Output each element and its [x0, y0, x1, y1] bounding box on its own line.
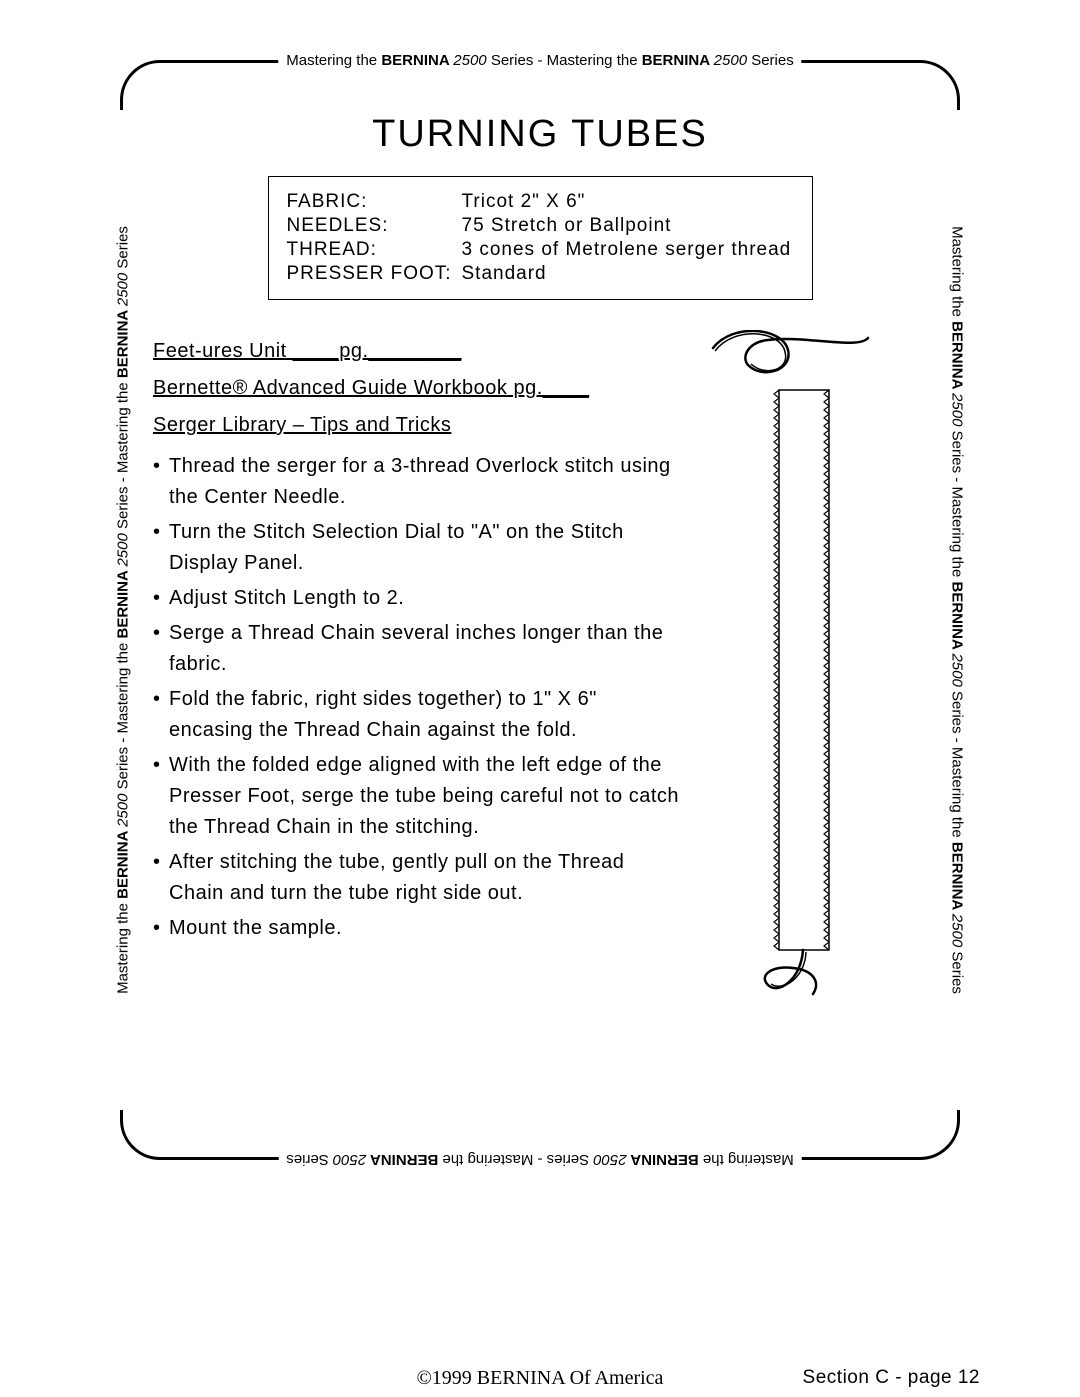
- info-label: THREAD:: [287, 239, 462, 261]
- info-value: 3 cones of Metrolene serger thread: [462, 239, 792, 261]
- bullet-text: Turn the Stitch Selection Dial to "A" on…: [167, 517, 683, 579]
- info-label: PRESSER FOOT:: [287, 263, 462, 285]
- bullet-item: •After stitching the tube, gently pull o…: [153, 847, 683, 909]
- copyright-text: ©1999 BERNINA Of America: [417, 1367, 664, 1390]
- page-title: TURNING TUBES: [153, 113, 927, 156]
- info-value: Tricot 2" X 6": [462, 191, 586, 213]
- materials-info-box: FABRIC:Tricot 2" X 6"NEEDLES:75 Stretch …: [268, 176, 813, 300]
- info-row: THREAD:3 cones of Metrolene serger threa…: [287, 239, 794, 261]
- bullet-marker: •: [153, 618, 167, 680]
- section-page-text: Section C - page 12: [803, 1367, 980, 1389]
- info-label: FABRIC:: [287, 191, 462, 213]
- bullet-text: Mount the sample.: [167, 913, 683, 944]
- bullet-text: Thread the serger for a 3-thread Overloc…: [167, 451, 683, 513]
- bullet-marker: •: [153, 583, 167, 614]
- bullet-item: •Fold the fabric, right sides together) …: [153, 684, 683, 746]
- bullet-text: After stitching the tube, gently pull on…: [167, 847, 683, 909]
- tube-illustration: [693, 330, 873, 1030]
- bullet-marker: •: [153, 451, 167, 513]
- bullet-item: •With the folded edge aligned with the l…: [153, 750, 683, 843]
- page-border-frame: Mastering the BERNINA 2500 Series - Mast…: [120, 60, 960, 1160]
- bullet-marker: •: [153, 847, 167, 909]
- info-value: 75 Stretch or Ballpoint: [462, 215, 672, 237]
- info-row: PRESSER FOOT:Standard: [287, 263, 794, 285]
- info-label: NEEDLES:: [287, 215, 462, 237]
- bullet-item: •Serge a Thread Chain several inches lon…: [153, 618, 683, 680]
- bullet-text: Fold the fabric, right sides together) t…: [167, 684, 683, 746]
- border-text-bottom: Mastering the BERNINA 2500 Series - Mast…: [278, 1151, 801, 1168]
- border-text-left: Mastering the BERNINA 2500 Series - Mast…: [115, 110, 132, 1110]
- bullet-marker: •: [153, 913, 167, 944]
- bullet-item: •Thread the serger for a 3-thread Overlo…: [153, 451, 683, 513]
- reference-line: Serger Library – Tips and Tricks: [153, 409, 683, 441]
- bullet-item: •Mount the sample.: [153, 913, 683, 944]
- bullet-marker: •: [153, 684, 167, 746]
- page-content: TURNING TUBES FABRIC:Tricot 2" X 6"NEEDL…: [123, 63, 957, 1055]
- reference-line: Feet-ures Unit ____pg.________: [153, 335, 683, 367]
- bullet-marker: •: [153, 517, 167, 579]
- references: Feet-ures Unit ____pg.________ Bernette® …: [153, 335, 683, 441]
- bullet-item: •Turn the Stitch Selection Dial to "A" o…: [153, 517, 683, 579]
- bullet-text: With the folded edge aligned with the le…: [167, 750, 683, 843]
- main-row: Feet-ures Unit ____pg.________ Bernette® …: [153, 330, 927, 1035]
- bullet-text: Adjust Stitch Length to 2.: [167, 583, 683, 614]
- info-value: Standard: [462, 263, 547, 285]
- info-row: FABRIC:Tricot 2" X 6": [287, 191, 794, 213]
- text-column: Feet-ures Unit ____pg.________ Bernette® …: [153, 330, 683, 1035]
- border-text-top: Mastering the BERNINA 2500 Series - Mast…: [278, 52, 801, 69]
- border-text-right: Mastering the BERNINA 2500 Series - Mast…: [949, 110, 966, 1110]
- illustration-column: [683, 330, 927, 1035]
- bullet-text: Serge a Thread Chain several inches long…: [167, 618, 683, 680]
- bullet-item: •Adjust Stitch Length to 2.: [153, 583, 683, 614]
- instruction-bullets: •Thread the serger for a 3-thread Overlo…: [153, 451, 683, 944]
- info-row: NEEDLES:75 Stretch or Ballpoint: [287, 215, 794, 237]
- bullet-marker: •: [153, 750, 167, 843]
- reference-line: Bernette® Advanced Guide Workbook pg.___…: [153, 372, 683, 404]
